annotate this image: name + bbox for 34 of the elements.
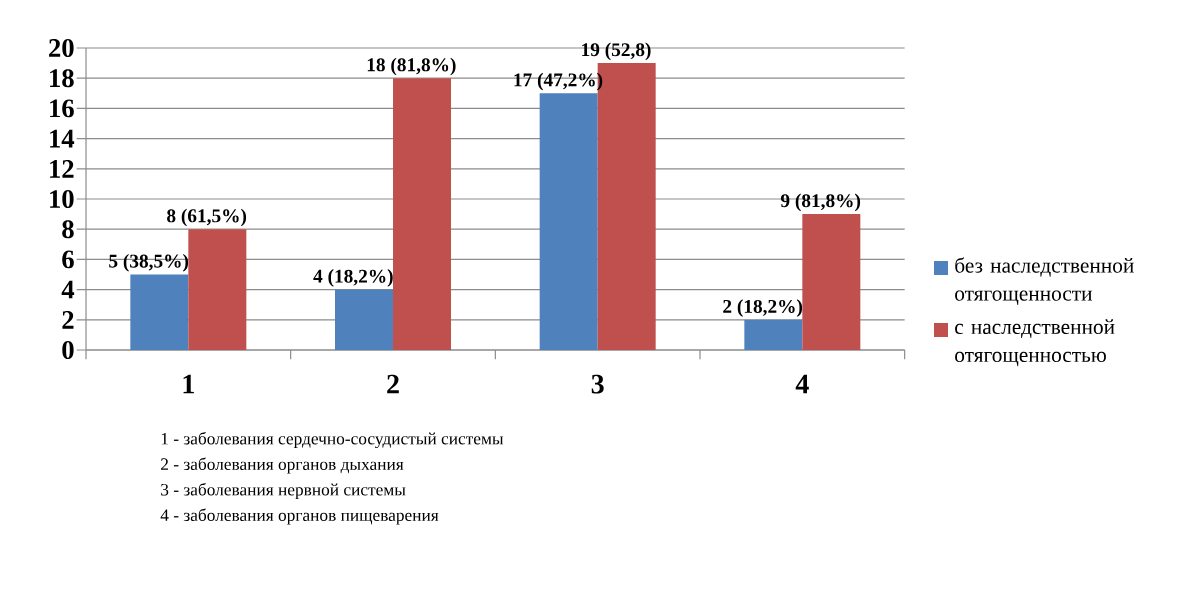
y-tick-label: 12 — [50, 159, 74, 178]
data-label: 9 (81,8%) — [780, 193, 861, 212]
data-label: 18 (81,8%) — [367, 57, 456, 76]
y-tick-label: 4 — [61, 280, 75, 299]
y-tick-label: 6 — [62, 250, 74, 269]
bar — [539, 93, 598, 350]
bar — [130, 274, 189, 350]
y-tick-label: 20 — [49, 39, 74, 57]
y-tick-label: 14 — [50, 129, 75, 148]
data-label: 5 (38,5%) — [109, 254, 189, 272]
text: 3 - заболевания нервной системы — [161, 482, 406, 500]
data-label: 8 (61,5%) — [167, 208, 247, 227]
y-tick-label: 16 — [50, 99, 74, 118]
data-label: 4 (18,2%) — [313, 269, 393, 287]
x-tick-label: 3 — [591, 374, 604, 394]
data-label: 19 (52,8) — [582, 42, 651, 61]
bar — [188, 229, 247, 350]
legend-label: с наследственной отягощенностью — [955, 319, 1115, 367]
bar — [802, 214, 861, 350]
y-tick-label: 18 — [50, 69, 74, 88]
text: 4 - заболевания органов пищеварения — [160, 508, 439, 525]
text: 2 - заболевания органов дыхания — [161, 457, 404, 474]
text: 1 - заболевания сердечно-сосудистый системы — [161, 431, 504, 449]
bar — [335, 289, 394, 350]
y-tick-label: 8 — [62, 220, 74, 239]
x-tick-label: 2 — [387, 374, 399, 394]
y-tick-label: 2 — [62, 310, 74, 329]
data-label: 2 (18,2%) — [723, 299, 803, 317]
bar — [393, 78, 452, 350]
y-tick-label: 0 — [62, 341, 74, 359]
x-tick-label: 4 — [795, 374, 809, 394]
y-tick-label: 10 — [50, 190, 74, 208]
x-tick-label: 1 — [183, 374, 194, 394]
bar — [744, 319, 803, 350]
